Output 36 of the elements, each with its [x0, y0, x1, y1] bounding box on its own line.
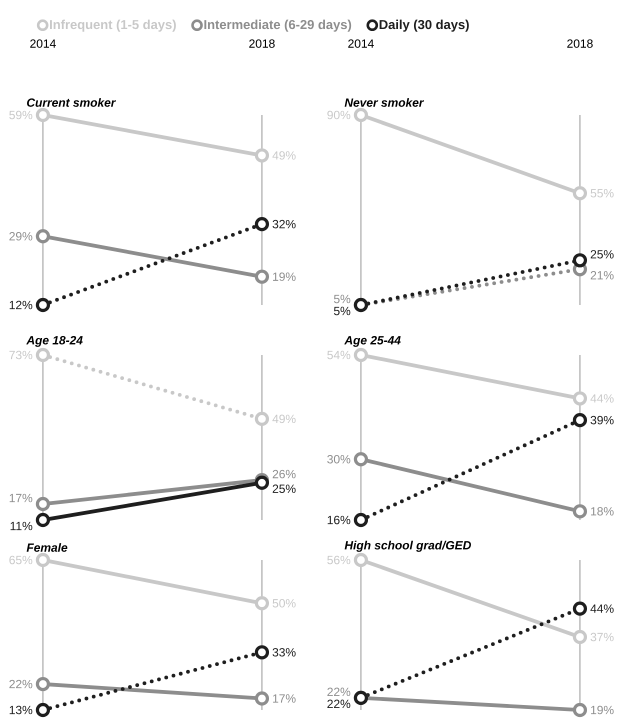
data-label: 5%: [334, 306, 350, 316]
data-label: 12%: [10, 300, 32, 310]
legend-label: Daily (30 days): [380, 20, 469, 32]
data-label: 25%: [590, 250, 614, 259]
data-label: 30%: [327, 454, 350, 464]
x-tick-label: 2014: [348, 39, 374, 48]
chart-title: Age 18-24: [26, 336, 83, 347]
data-label: 29%: [9, 232, 32, 240]
chart-title: Age 25-44: [344, 336, 401, 347]
data-label: 26%: [272, 470, 296, 478]
data-label: 22%: [9, 680, 32, 688]
data-label: 44%: [590, 604, 614, 613]
data-label: 5%: [334, 294, 350, 304]
data-label: 13%: [10, 706, 32, 714]
data-label: 18%: [591, 507, 614, 516]
data-label: 22%: [327, 688, 350, 696]
data-label: 39%: [590, 416, 614, 424]
chart-title: Never smoker: [344, 98, 424, 107]
data-label: 11%: [10, 522, 32, 530]
chart-title: High school grad/GED: [344, 540, 471, 552]
x-tick-label: 2018: [249, 39, 275, 48]
data-label: 22%: [327, 700, 350, 708]
data-label: 32%: [272, 220, 296, 228]
chart-title: Female: [26, 543, 68, 552]
data-label: 21%: [590, 271, 614, 280]
data-label: 17%: [273, 694, 296, 703]
data-label: 16%: [328, 516, 350, 524]
x-tick-label: 2014: [30, 39, 56, 48]
chart-title: Current smoker: [27, 98, 116, 107]
legend-label: Intermediate (6-29 days): [204, 20, 352, 32]
data-label: 25%: [272, 484, 296, 493]
data-label: 19%: [273, 272, 296, 281]
data-label: 33%: [272, 648, 296, 657]
data-label: 19%: [591, 706, 614, 714]
data-label: 17%: [10, 494, 32, 502]
x-tick-label: 2018: [567, 39, 593, 48]
